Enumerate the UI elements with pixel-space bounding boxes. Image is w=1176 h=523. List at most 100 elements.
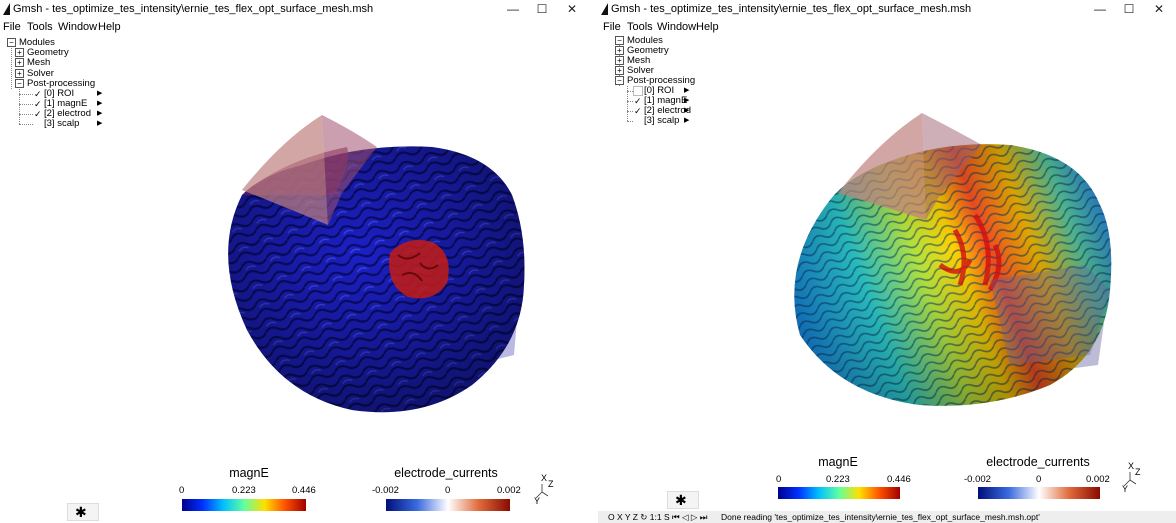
- menu-file[interactable]: File: [3, 21, 21, 33]
- view-item-electrode[interactable]: [2] electrod: [44, 108, 91, 119]
- view-item-roi[interactable]: [0] ROI: [44, 88, 75, 99]
- colorbar-electrode: [978, 487, 1100, 499]
- gear-icon: ✱: [675, 492, 687, 508]
- colorbar-electrode-min: -0.002: [372, 485, 399, 496]
- collapse-post-icon[interactable]: −: [615, 76, 624, 85]
- menu-help[interactable]: Help: [696, 21, 719, 33]
- view-item-roi[interactable]: [0] ROI: [644, 85, 675, 96]
- window-title: Gmsh - tes_optimize_tes_intensity\ernie_…: [13, 3, 374, 15]
- tree-post-processing[interactable]: Post-processing: [27, 78, 96, 89]
- tree-modules[interactable]: Modules: [19, 37, 55, 48]
- colorbar-magne-min: 0: [776, 474, 782, 485]
- roi-region: [389, 240, 449, 299]
- view-controls[interactable]: O X Y Z ↻ 1:1 S ⏮ ◁ ▷ ⏭: [608, 512, 708, 522]
- colorbar-magne-mid: 0.223: [232, 485, 256, 496]
- gmsh-logo-icon: [3, 3, 10, 15]
- colorbar-electrode-mid: 0: [1036, 474, 1042, 485]
- module-tree: − Modules + Geometry + Mesh + Solver − P…: [598, 33, 700, 483]
- electrode-side: [990, 265, 1110, 365]
- colorbar-magne-mid: 0.223: [826, 474, 850, 485]
- gmsh-window-right: Gmsh - tes_optimize_tes_intensity\ernie_…: [598, 0, 1176, 523]
- colorbar-magne-max: 0.446: [887, 474, 911, 485]
- view-item-scalp[interactable]: [3] scalp: [44, 118, 80, 129]
- view-3-menu-arrow-icon[interactable]: ▶: [97, 120, 103, 127]
- menu-tools[interactable]: Tools: [27, 21, 53, 33]
- collapse-modules-icon[interactable]: −: [7, 38, 16, 47]
- gear-icon: ✱: [75, 504, 87, 520]
- view-0-check-icon[interactable]: ✓: [34, 89, 42, 99]
- maximize-button[interactable]: ☐: [536, 2, 548, 16]
- gmsh-logo-icon: [601, 3, 608, 15]
- minimize-button[interactable]: —: [507, 2, 519, 16]
- collapse-modules-icon[interactable]: −: [615, 36, 624, 45]
- view-0-menu-arrow-icon[interactable]: ▶: [684, 87, 690, 94]
- tree-mesh[interactable]: Mesh: [27, 57, 51, 68]
- view-item-electrode[interactable]: [2] electrod: [644, 105, 691, 116]
- expand-mesh-icon[interactable]: +: [15, 58, 24, 67]
- window-title: Gmsh - tes_optimize_tes_intensity\ernie_…: [611, 3, 972, 15]
- view-1-menu-arrow-icon[interactable]: ▶: [684, 97, 690, 104]
- view-item-magne[interactable]: [1] magnE: [44, 98, 88, 109]
- tree-mesh[interactable]: Mesh: [627, 55, 651, 66]
- colorbar-electrode: [386, 499, 510, 511]
- collapse-post-icon[interactable]: −: [15, 79, 24, 88]
- expand-solver-icon[interactable]: +: [615, 66, 624, 75]
- tree-solver[interactable]: Solver: [627, 65, 654, 76]
- colorbar-magne: [778, 487, 900, 499]
- colorbar-electrode-max: 0.002: [1086, 474, 1110, 485]
- close-button[interactable]: ✕: [1153, 2, 1165, 16]
- status-bar: O X Y Z ↻ 1:1 S ⏮ ◁ ▷ ⏭ Done reading 'te…: [598, 511, 1176, 523]
- expand-mesh-icon[interactable]: +: [615, 56, 624, 65]
- view-2-menu-arrow-icon[interactable]: ▶: [97, 110, 103, 117]
- view-2-check-icon[interactable]: ✓: [34, 109, 42, 119]
- expand-solver-icon[interactable]: +: [15, 69, 24, 78]
- menu-file[interactable]: File: [603, 21, 621, 33]
- tree-post-processing[interactable]: Post-processing: [627, 75, 696, 86]
- menu-tools[interactable]: Tools: [627, 21, 653, 33]
- colorbar-electrode-title: electrode_currents: [394, 466, 498, 480]
- tree-modules[interactable]: Modules: [627, 35, 663, 46]
- title-bar[interactable]: Gmsh - tes_optimize_tes_intensity\ernie_…: [0, 0, 589, 18]
- maximize-button[interactable]: ☐: [1123, 2, 1135, 16]
- menu-bar: File Tools Window Help: [0, 19, 589, 35]
- expand-geometry-icon[interactable]: +: [15, 48, 24, 57]
- colorbar-magne: [182, 499, 306, 511]
- options-gear-button[interactable]: ✱: [67, 503, 99, 521]
- view-item-scalp[interactable]: [3] scalp: [644, 115, 680, 126]
- view-0-checkbox[interactable]: [633, 86, 643, 96]
- colorbar-magne-min: 0: [179, 485, 185, 496]
- view-1-menu-arrow-icon[interactable]: ▶: [97, 100, 103, 107]
- minimize-button[interactable]: —: [1094, 2, 1106, 16]
- close-button[interactable]: ✕: [566, 2, 578, 16]
- view-1-check-icon[interactable]: ✓: [634, 96, 642, 106]
- view-1-check-icon[interactable]: ✓: [34, 99, 42, 109]
- graphics-viewport[interactable]: [690, 35, 1176, 511]
- module-tree: − Modules + Geometry + Mesh + Solver − P…: [0, 36, 102, 486]
- menu-window[interactable]: Window: [58, 21, 98, 33]
- view-3-menu-arrow-icon[interactable]: ▶: [684, 117, 690, 124]
- status-message: Done reading 'tes_optimize_tes_intensity…: [721, 512, 1040, 522]
- view-0-menu-arrow-icon[interactable]: ▶: [97, 90, 103, 97]
- colorbar-electrode-mid: 0: [445, 485, 451, 496]
- view-item-magne[interactable]: [1] magnE: [644, 95, 688, 106]
- menu-help[interactable]: Help: [98, 21, 121, 33]
- colorbar-electrode-title: electrode_currents: [986, 455, 1090, 469]
- menu-bar: File Tools Window Help: [598, 19, 1176, 35]
- colorbar-magne-title: magnE: [229, 466, 269, 480]
- tree-geometry[interactable]: Geometry: [627, 45, 669, 56]
- tree-geometry[interactable]: Geometry: [27, 47, 69, 58]
- expand-geometry-icon[interactable]: +: [615, 46, 624, 55]
- graphics-viewport[interactable]: [102, 35, 589, 511]
- title-bar[interactable]: Gmsh - tes_optimize_tes_intensity\ernie_…: [598, 0, 1176, 18]
- colorbar-magne-max: 0.446: [292, 485, 316, 496]
- options-gear-button[interactable]: ✱: [667, 491, 699, 509]
- tree-solver[interactable]: Solver: [27, 68, 54, 79]
- colorbar-magne-title: magnE: [818, 455, 858, 469]
- electrode-top: [838, 113, 926, 220]
- view-2-menu-arrow-icon[interactable]: ▶: [684, 107, 690, 114]
- menu-window[interactable]: Window: [657, 21, 697, 33]
- gmsh-window-left: Gmsh - tes_optimize_tes_intensity\ernie_…: [0, 0, 589, 521]
- colorbar-electrode-min: -0.002: [964, 474, 991, 485]
- view-2-check-icon[interactable]: ✓: [634, 106, 642, 116]
- electrode-top: [242, 115, 328, 225]
